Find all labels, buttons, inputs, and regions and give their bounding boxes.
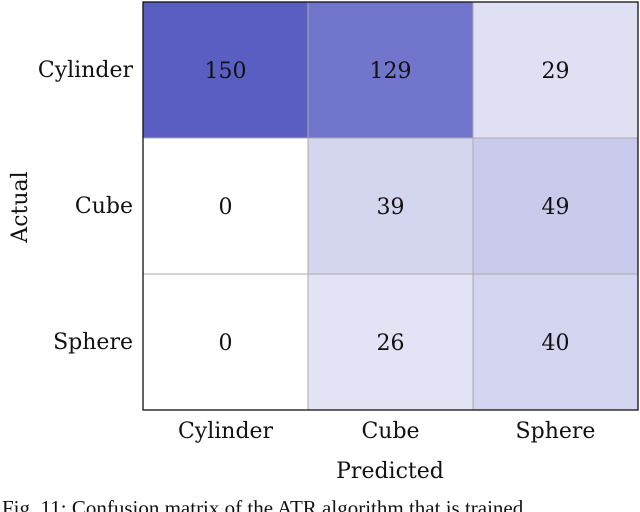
y-axis-label: Actual [8, 171, 33, 243]
matrix-cell-2-2 [473, 274, 638, 410]
y-tick-label: Cylinder [38, 58, 134, 83]
matrix-cells [143, 2, 638, 410]
matrix-cell-0-0 [143, 2, 308, 138]
cell-value-label: 129 [370, 59, 412, 84]
cell-value-label: 49 [542, 195, 570, 220]
matrix-cell-1-2 [473, 138, 638, 274]
cell-value-label: 29 [542, 59, 570, 84]
x-tick-label: Cylinder [178, 419, 274, 444]
matrix-cell-2-1 [308, 274, 473, 410]
x-tick-label: Sphere [516, 419, 596, 444]
y-tick-label: Sphere [53, 330, 133, 355]
x-axis-label: Predicted [336, 459, 444, 484]
x-tick-label: Cube [361, 419, 419, 444]
cell-value-label: 0 [219, 331, 233, 356]
cell-value-label: 40 [542, 331, 570, 356]
cell-value-label: 0 [219, 195, 233, 220]
matrix-grid [142, 1, 639, 411]
cell-value-label: 39 [377, 195, 405, 220]
confusion-matrix-chart: 150 129 29 0 39 49 0 26 40 Cylinder Cube Sphere Cyli… [8, 1, 639, 484]
figure-caption: Fig. 11: Confusion matrix of the ATR alg… [2, 496, 524, 512]
y-tick-label: Cube [75, 194, 133, 219]
matrix-cell-0-1 [308, 2, 473, 138]
matrix-cell-2-0 [143, 274, 308, 410]
cell-value-label: 26 [377, 331, 405, 356]
matrix-border [142, 1, 639, 411]
matrix-cell-0-2 [473, 2, 638, 138]
cell-value-label: 150 [205, 59, 247, 84]
matrix-cell-1-0 [143, 138, 308, 274]
matrix-cell-1-1 [308, 138, 473, 274]
matrix-labels: 150 129 29 0 39 49 0 26 40 Cylinder Cube Sphere Cyli… [38, 58, 596, 444]
